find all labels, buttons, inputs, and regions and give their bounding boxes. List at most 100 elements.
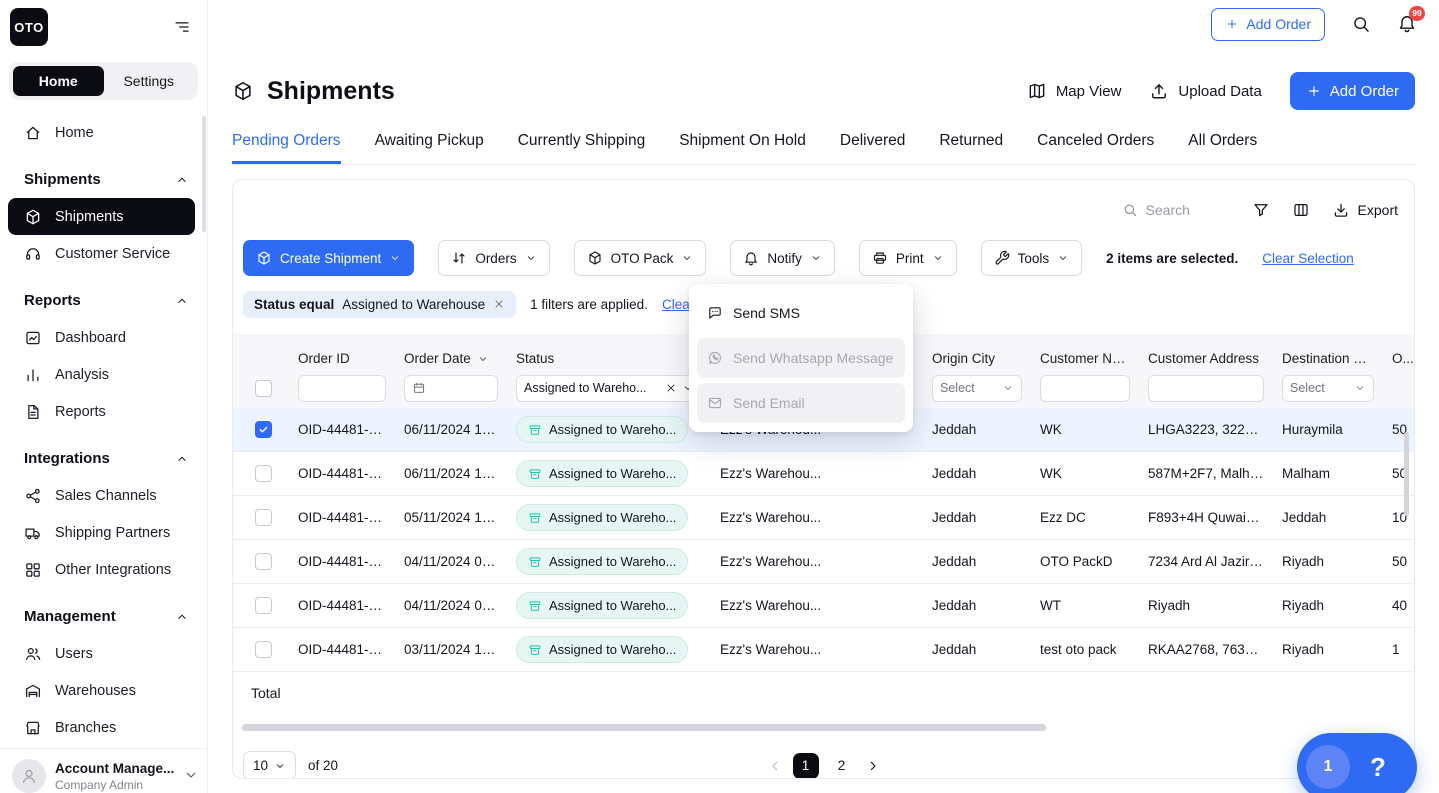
sidebar-section-shipments[interactable]: Shipments — [0, 161, 207, 198]
mode-tab-home[interactable]: Home — [13, 66, 104, 96]
create-shipment-button[interactable]: Create Shipment — [243, 240, 415, 276]
sidebar-item-label: Reports — [55, 403, 106, 420]
export-button[interactable]: Export — [1332, 201, 1398, 219]
col-customer-address[interactable]: Customer Address — [1148, 351, 1260, 366]
add-order-button[interactable]: Add Order — [1289, 72, 1415, 110]
origin-city-filter-select[interactable]: Select — [932, 374, 1022, 402]
tab-pending-orders[interactable]: Pending Orders — [232, 132, 341, 164]
order-id-cell[interactable]: OID-44481-1021 — [298, 510, 386, 525]
remove-filter-icon[interactable] — [493, 298, 505, 310]
chevron-down-icon — [1004, 386, 1012, 390]
orders-menu-button[interactable]: Orders — [438, 240, 550, 276]
search-icon[interactable] — [1351, 14, 1371, 34]
sidebar-item-warehouses[interactable]: Warehouses — [0, 672, 207, 709]
sidebar-item-users[interactable]: Users — [0, 635, 207, 672]
customer-address-cell: RKAA2768, 7631, Ala... — [1148, 642, 1264, 657]
col-extra[interactable]: O... — [1392, 351, 1414, 366]
bulk-actions-row: Create Shipment Orders OTO Pack — [233, 226, 1414, 276]
order-id-cell[interactable]: OID-44481-1019 — [298, 598, 386, 613]
help-widget-button[interactable]: 1 ? — [1297, 733, 1417, 793]
row-checkbox[interactable] — [255, 421, 272, 438]
sidebar-item-home[interactable]: Home — [0, 114, 207, 151]
row-checkbox[interactable] — [255, 509, 272, 526]
question-mark-icon: ? — [1370, 751, 1386, 782]
vertical-scrollbar[interactable] — [1404, 432, 1409, 516]
map-view-button[interactable]: Map View — [1027, 81, 1121, 101]
search-input[interactable] — [1145, 202, 1230, 218]
notifications-button[interactable]: 99 — [1397, 5, 1425, 36]
sidebar-item-shipments[interactable]: Shipments — [8, 198, 195, 235]
clear-filters-link[interactable]: Clear — [661, 296, 695, 312]
status-filter-select[interactable]: Assigned to Wareho... — [516, 374, 702, 402]
sidebar-item-label: Home — [55, 124, 94, 141]
col-destination-city[interactable]: Destination Ci... — [1282, 351, 1374, 366]
table-row[interactable]: OID-44481-1019 04/11/2024 08:33 Assigned… — [233, 584, 1414, 628]
tab-awaiting-pickup[interactable]: Awaiting Pickup — [374, 132, 484, 149]
order-id-cell[interactable]: OID-44481-1018 — [298, 642, 386, 657]
select-all-checkbox[interactable] — [255, 379, 272, 397]
upload-data-button[interactable]: Upload Data — [1149, 81, 1262, 101]
table-row[interactable]: OID-44481-1022 06/11/2024 10:33 Assigned… — [233, 452, 1414, 496]
notify-menu-button[interactable]: Notify — [730, 240, 835, 276]
sort-icon[interactable] — [477, 353, 489, 365]
tab-currently-shipping[interactable]: Currently Shipping — [517, 132, 646, 149]
sidebar-item-analysis[interactable]: Analysis — [0, 356, 207, 393]
tab-returned[interactable]: Returned — [939, 132, 1004, 149]
sidebar-scrollbar[interactable] — [202, 116, 206, 232]
col-origin-city[interactable]: Origin City — [932, 351, 996, 366]
order-id-cell[interactable]: OID-44481-1023 — [298, 422, 386, 437]
account-menu[interactable]: Account Manage... Company Admin — [0, 748, 207, 793]
customer-name-filter-input[interactable] — [1040, 374, 1130, 402]
col-order-date[interactable]: Order Date — [404, 351, 471, 366]
chevron-down-icon[interactable] — [183, 767, 199, 786]
sidebar-item-reports[interactable]: Reports — [0, 393, 207, 430]
tab-shipment-on-hold[interactable]: Shipment On Hold — [679, 132, 806, 149]
tools-menu-button[interactable]: Tools — [980, 240, 1083, 276]
order-id-cell[interactable]: OID-44481-1022 — [298, 466, 386, 481]
row-checkbox[interactable] — [255, 597, 272, 614]
tab-delivered[interactable]: Delivered — [839, 132, 906, 149]
table-row[interactable]: OID-44481-1021 05/11/2024 10:44 Assigned… — [233, 496, 1414, 540]
sidebar-item-sales-channels[interactable]: Sales Channels — [0, 477, 207, 514]
prev-page-icon[interactable] — [767, 758, 783, 774]
col-status[interactable]: Status — [516, 351, 555, 366]
sidebar-item-dashboard[interactable]: Dashboard — [0, 319, 207, 356]
tab-canceled-orders[interactable]: Canceled Orders — [1037, 132, 1155, 149]
amount-cell: 50 — [1392, 554, 1408, 569]
oto-pack-menu-button[interactable]: OTO Pack — [573, 240, 707, 276]
tab-all-orders[interactable]: All Orders — [1188, 132, 1258, 149]
menu-item-send-sms[interactable]: Send SMS — [697, 293, 905, 333]
page-1-button[interactable]: 1 — [792, 752, 819, 778]
order-id-cell[interactable]: OID-44481-1020 — [298, 554, 386, 569]
page-size-select[interactable]: 10 — [243, 751, 297, 778]
collapse-menu-icon[interactable] — [173, 18, 191, 36]
columns-icon[interactable] — [1292, 201, 1310, 219]
row-checkbox[interactable] — [255, 465, 272, 482]
destination-city-filter-select[interactable]: Select — [1282, 374, 1374, 402]
sidebar-item-customer-service[interactable]: Customer Service — [0, 235, 207, 272]
topbar-add-order-button[interactable]: Add Order — [1211, 7, 1325, 41]
mode-tab-settings[interactable]: Settings — [104, 66, 195, 96]
col-order-id[interactable]: Order ID — [298, 351, 350, 366]
next-page-icon[interactable] — [865, 758, 881, 774]
table-row[interactable]: OID-44481-1020 04/11/2024 08:53 Assigned… — [233, 540, 1414, 584]
table-row[interactable]: OID-44481-1018 03/11/2024 15:11 Assigned… — [233, 628, 1414, 672]
clear-selection-link[interactable]: Clear Selection — [1262, 250, 1354, 266]
close-icon[interactable] — [665, 382, 677, 394]
print-menu-button[interactable]: Print — [858, 240, 957, 276]
order-id-filter-input[interactable] — [298, 374, 386, 402]
horizontal-scrollbar[interactable] — [242, 724, 1046, 731]
customer-address-filter-input[interactable] — [1148, 374, 1264, 402]
sidebar-section-management[interactable]: Management — [0, 598, 207, 635]
sidebar-section-integrations[interactable]: Integrations — [0, 440, 207, 477]
page-2-button[interactable]: 2 — [837, 758, 846, 773]
sidebar-item-shipping-partners[interactable]: Shipping Partners — [0, 514, 207, 551]
col-customer-name[interactable]: Customer Na... — [1040, 351, 1130, 366]
sidebar-item-branches[interactable]: Branches — [0, 709, 207, 746]
row-checkbox[interactable] — [255, 553, 272, 570]
row-checkbox[interactable] — [255, 641, 272, 658]
sidebar-section-reports[interactable]: Reports — [0, 282, 207, 319]
filter-icon[interactable] — [1252, 201, 1270, 219]
order-date-filter[interactable] — [404, 374, 498, 402]
sidebar-item-other-integrations[interactable]: Other Integrations — [0, 551, 207, 588]
